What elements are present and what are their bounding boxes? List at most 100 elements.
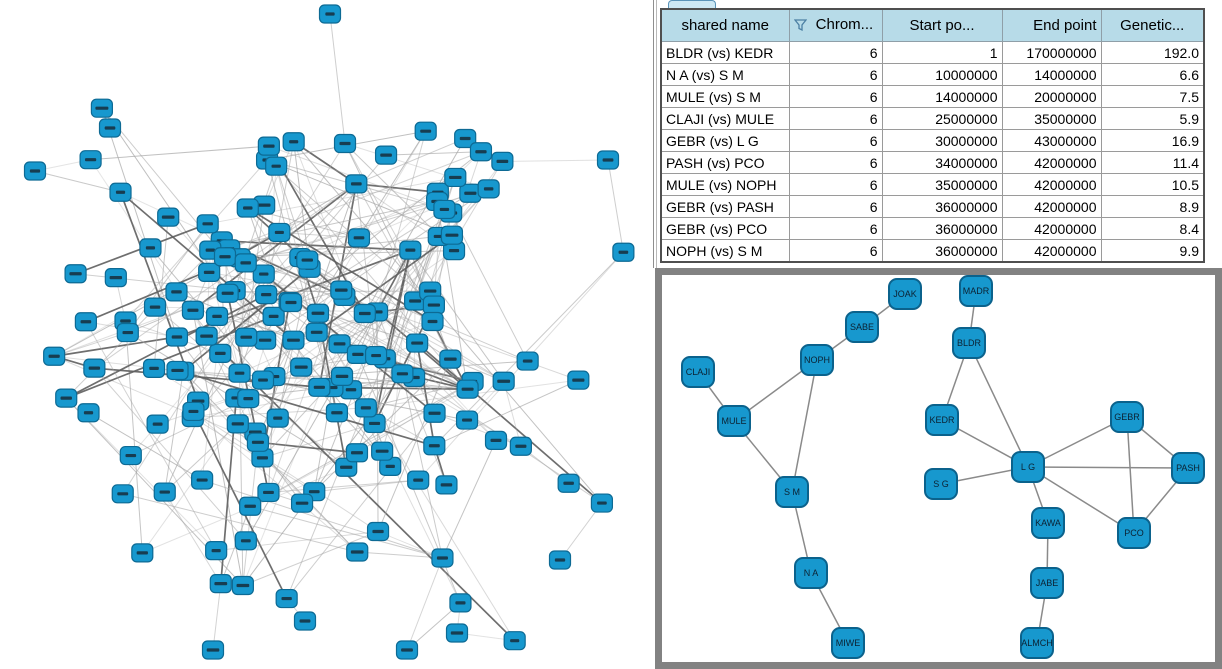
network-node[interactable]	[226, 414, 249, 434]
network-node[interactable]	[142, 358, 166, 378]
network-node[interactable]	[165, 282, 188, 302]
network-node[interactable]	[198, 262, 221, 282]
network-node[interactable]	[590, 493, 614, 513]
table-cell[interactable]: CLAJI (vs) MULE	[660, 107, 790, 130]
network-node[interactable]	[423, 436, 446, 456]
panel-splitter[interactable]	[656, 0, 657, 268]
table-cell[interactable]: 6	[788, 107, 883, 130]
filter-icon[interactable]	[793, 18, 807, 35]
network-node[interactable]	[216, 283, 239, 303]
network-node[interactable]	[279, 292, 303, 313]
table-cell[interactable]: 6	[788, 85, 883, 108]
network-node[interactable]	[165, 327, 189, 347]
table-cell[interactable]: 42000000	[1001, 217, 1102, 240]
network-node[interactable]	[445, 623, 469, 643]
table-cell[interactable]: 35000000	[881, 173, 1003, 196]
table-cell[interactable]: 11.4	[1100, 151, 1205, 174]
network-node[interactable]	[153, 482, 176, 502]
network-node[interactable]	[333, 133, 357, 154]
network-node[interactable]	[395, 640, 419, 660]
network-node[interactable]	[235, 327, 258, 347]
network-node-l-g[interactable]: L G	[1011, 451, 1045, 483]
network-node[interactable]	[231, 575, 254, 596]
network-node[interactable]	[364, 345, 388, 366]
network-node[interactable]	[449, 593, 472, 613]
network-edge[interactable]	[968, 342, 1029, 468]
network-node[interactable]	[228, 363, 251, 383]
network-node[interactable]	[266, 408, 289, 428]
table-cell[interactable]: 36000000	[881, 195, 1003, 218]
table-cell[interactable]: GEBR (vs) L G	[660, 129, 790, 152]
table-cell[interactable]: 43000000	[1001, 129, 1102, 152]
network-edge[interactable]	[1126, 416, 1135, 534]
network-node[interactable]	[363, 413, 386, 434]
table-cell[interactable]: 192.0	[1100, 41, 1205, 64]
network-node[interactable]	[492, 371, 515, 391]
table-cell[interactable]: 6	[788, 129, 883, 152]
table-cell[interactable]: 14000000	[881, 85, 1003, 108]
network-node[interactable]	[98, 118, 122, 138]
network-node[interactable]	[282, 330, 305, 350]
table-cell[interactable]: 8.4	[1100, 217, 1205, 240]
table-cell[interactable]: 35000000	[1001, 107, 1102, 130]
network-node[interactable]	[431, 548, 454, 568]
network-node[interactable]	[111, 484, 134, 504]
table-cell[interactable]: 5.9	[1100, 107, 1205, 130]
column-header-start-position[interactable]: Start po...	[881, 8, 1003, 42]
network-node[interactable]	[253, 195, 276, 215]
network-node-joak[interactable]: JOAK	[888, 278, 922, 310]
network-node[interactable]	[131, 543, 154, 563]
table-row[interactable]: GEBR (vs) L G 6 30000000 43000000 16.9	[660, 129, 1205, 152]
network-node[interactable]	[23, 161, 47, 181]
table-cell[interactable]: 20000000	[1001, 85, 1102, 108]
network-node-claji[interactable]: CLAJI	[681, 356, 715, 388]
network-node-noph[interactable]: NOPH	[800, 344, 834, 376]
network-node[interactable]	[275, 588, 298, 609]
table-cell[interactable]: 36000000	[881, 217, 1003, 240]
network-node[interactable]	[567, 370, 590, 390]
network-node[interactable]	[191, 470, 214, 490]
table-cell[interactable]: 42000000	[1001, 195, 1102, 218]
network-node[interactable]	[236, 198, 259, 218]
network-node[interactable]	[254, 330, 277, 350]
network-node[interactable]	[353, 303, 376, 324]
network-node[interactable]	[433, 199, 456, 220]
table-row[interactable]: CLAJI (vs) MULE 6 25000000 35000000 5.9	[660, 107, 1205, 130]
detail-network-canvas[interactable]: JOAK MADR SABE BLDR NOPH CLAJI GEBR KEDR MULE L G…	[662, 275, 1215, 662]
network-node[interactable]	[109, 182, 132, 202]
network-node[interactable]	[265, 156, 288, 176]
network-node[interactable]	[440, 225, 464, 245]
table-cell[interactable]: 25000000	[881, 107, 1003, 130]
network-edge[interactable]	[791, 359, 818, 493]
table-cell[interactable]: PASH (vs) PCO	[660, 151, 790, 174]
network-node[interactable]	[477, 179, 500, 199]
network-node[interactable]	[201, 640, 225, 660]
network-node[interactable]	[237, 388, 260, 409]
network-node[interactable]	[423, 403, 446, 423]
table-row[interactable]: MULE (vs) S M 6 14000000 20000000 7.5	[660, 85, 1205, 108]
network-node[interactable]	[330, 366, 354, 387]
network-node[interactable]	[330, 280, 353, 300]
network-node[interactable]	[246, 432, 270, 452]
table-cell[interactable]: 42000000	[1001, 151, 1102, 174]
network-node[interactable]	[391, 364, 414, 384]
network-node[interactable]	[262, 306, 285, 326]
network-node[interactable]	[306, 303, 330, 323]
table-cell[interactable]: 36000000	[881, 239, 1003, 263]
panel-splitter[interactable]	[653, 0, 654, 268]
table-row[interactable]: PASH (vs) PCO 6 34000000 42000000 11.4	[660, 151, 1205, 174]
network-node[interactable]	[548, 550, 572, 570]
network-node-gebr[interactable]: GEBR	[1110, 401, 1144, 433]
table-cell[interactable]: 8.9	[1100, 195, 1205, 218]
network-node[interactable]	[205, 306, 229, 326]
network-node-bldr[interactable]: BLDR	[952, 327, 986, 359]
network-node[interactable]	[509, 436, 532, 456]
network-node[interactable]	[290, 493, 314, 513]
network-node-s-m[interactable]: S M	[775, 476, 809, 508]
table-row[interactable]: BLDR (vs) KEDR 6 1 170000000 192.0	[660, 41, 1205, 64]
network-node[interactable]	[407, 470, 430, 490]
table-cell[interactable]: MULE (vs) NOPH	[660, 173, 790, 196]
network-node[interactable]	[257, 136, 280, 156]
network-node[interactable]	[251, 370, 275, 390]
network-node-kawa[interactable]: KAWA	[1031, 507, 1065, 539]
